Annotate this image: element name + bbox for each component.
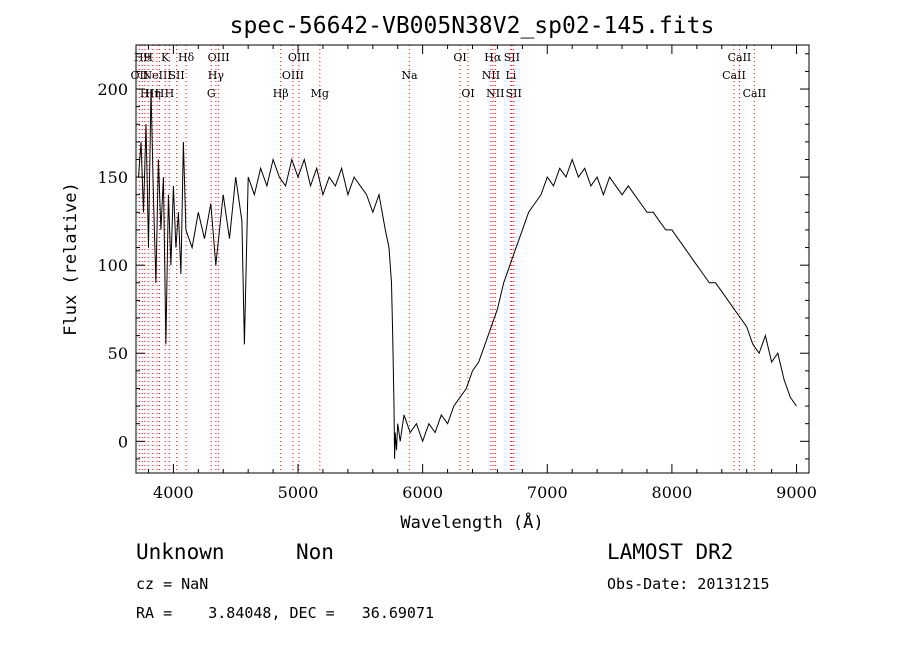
y-tick-label: 200 — [97, 80, 128, 99]
marker-label: SII — [169, 69, 185, 82]
marker-label: OII — [131, 69, 149, 82]
marker-label: Hγ — [208, 69, 225, 82]
marker-label: OI — [453, 51, 466, 64]
spectral-subclass: Non — [296, 540, 334, 564]
marker-label: OIII — [208, 51, 230, 64]
coordinates: RA = 3.84048, DEC = 36.69071 — [136, 604, 435, 622]
marker-label: H — [155, 87, 165, 100]
marker-label: OIII — [282, 69, 304, 82]
marker-label: SII — [504, 51, 520, 64]
marker-label: CaII — [722, 69, 746, 82]
x-tick-label: 8000 — [652, 483, 693, 502]
spectral-class: Unknown — [136, 540, 225, 564]
marker-label: NII — [482, 69, 500, 82]
marker-label: Hδ — [178, 51, 195, 64]
marker-label: NII — [486, 87, 504, 100]
spectrum-series — [138, 88, 797, 459]
marker-label: Na — [401, 69, 418, 82]
marker-label: Hα — [484, 51, 502, 64]
marker-label: G — [207, 87, 216, 100]
y-tick-label: 0 — [118, 432, 128, 451]
spectrum-line — [138, 88, 797, 459]
axis-ticks: 4000 5000 6000 7000 8000 9000 0 50 100 150 200 — [97, 45, 817, 502]
x-tick-label: 6000 — [402, 483, 443, 502]
marker-label: H — [140, 87, 150, 100]
marker-label: H — [143, 51, 153, 64]
marker-label: H — [165, 87, 175, 100]
x-axis-label: Wavelength (Å) — [400, 511, 543, 533]
marker-label: CaII — [728, 51, 752, 64]
marker-label: CaII — [743, 87, 767, 100]
marker-label: Hβ — [273, 87, 289, 100]
x-tick-label: 4000 — [153, 483, 194, 502]
chart-title: spec-56642-VB005N38V2_sp02-145.fits — [230, 13, 715, 39]
observation-date: Obs-Date: 20131215 — [607, 575, 770, 593]
y-tick-label: 50 — [108, 344, 128, 363]
marker-label: NeIII — [142, 69, 171, 82]
marker-label: OI — [461, 87, 474, 100]
y-axis-label: Flux (relative) — [61, 182, 81, 336]
marker-label: Mg — [311, 87, 329, 100]
redshift-cz: cz = NaN — [136, 575, 209, 593]
marker-label: SII — [506, 87, 522, 100]
survey-name: LAMOST DR2 — [607, 540, 734, 564]
emission-line-markers: OIIH9HHHηNeIIIHKHSIIHδGHγOIIIHβOIIIOIIIM… — [131, 45, 767, 473]
x-tick-label: 5000 — [278, 483, 319, 502]
y-tick-label: 150 — [97, 168, 128, 187]
marker-label: Hη — [145, 87, 161, 100]
marker-label: OIII — [288, 51, 310, 64]
x-tick-label: 7000 — [527, 483, 568, 502]
marker-label: K — [161, 51, 170, 64]
x-tick-label: 9000 — [776, 483, 817, 502]
plot-frame — [135, 44, 810, 474]
y-tick-label: 100 — [97, 256, 128, 275]
marker-label: Li — [505, 69, 516, 82]
